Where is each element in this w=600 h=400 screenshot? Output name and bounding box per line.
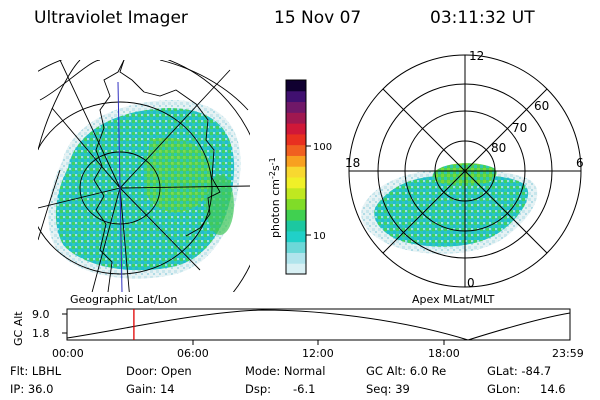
- altitude-ylabel: GC Alt: [12, 311, 25, 346]
- info-mode: Mode: Normal: [245, 364, 326, 378]
- x-tick-label-2359: 23:59: [552, 347, 584, 360]
- latitude-circle-inner: [79, 151, 161, 225]
- left-aurora-band: [206, 175, 234, 235]
- mlat-label-80: 80: [491, 141, 506, 155]
- info-glat: GLat: -84.7: [487, 364, 552, 378]
- colorbar-band: [286, 101, 306, 113]
- right-aurora-field: [374, 174, 529, 247]
- y-tick-label-high: 9.0: [32, 308, 50, 321]
- colorbar: 100 10 photon cm-2s-1: [268, 79, 332, 275]
- info-door: Door: Open: [126, 364, 192, 378]
- meridian-2: [91, 187, 121, 292]
- colorbar-frame: [285, 79, 307, 275]
- altitude-plot: GC Alt 9.0 1.8 00:00 06:00 12:00 18:00 2…: [12, 308, 584, 360]
- coastline-2: [143, 89, 221, 237]
- colorbar-band: [286, 166, 306, 178]
- colorbar-band: [286, 155, 306, 167]
- mlt-label-18: 18: [345, 156, 360, 170]
- longitude-arc-4: [159, 60, 249, 111]
- info-seq: Seq: 39: [366, 382, 410, 396]
- colorbar-band: [286, 133, 306, 146]
- mlt-label-6: 6: [576, 156, 584, 170]
- x-tick-label-0600: 06:00: [177, 347, 209, 360]
- colorbar-band: [286, 177, 306, 189]
- meridian-4: [119, 185, 250, 189]
- colorbar-tick-label-100: 100: [313, 142, 332, 153]
- x-tick-label-1200: 12:00: [302, 347, 334, 360]
- colorbar-band: [286, 252, 306, 264]
- colorbar-band: [286, 123, 306, 135]
- colorbar-band: [286, 144, 306, 156]
- coastline-1: [93, 60, 125, 292]
- mlat-label-60: 60: [534, 99, 549, 113]
- colorbar-title: photon cm-2s-1: [268, 157, 282, 238]
- latitude-circle-mid: [38, 101, 213, 275]
- info-dsp-label: Dsp:: [245, 382, 272, 396]
- satellite-track: [117, 81, 123, 293]
- altitude-curve: [66, 309, 571, 341]
- left-aurora-bright: [144, 137, 213, 213]
- colorbar-band: [286, 112, 306, 124]
- colorbar-band: [286, 209, 306, 221]
- meridian-1: [59, 60, 121, 189]
- colorbar-band: [286, 263, 306, 275]
- coastline-3: [119, 60, 145, 93]
- meridian-3: [119, 187, 130, 292]
- x-tick-label-1800: 18:00: [428, 347, 460, 360]
- header-time: 03:11:32 UT: [430, 8, 535, 28]
- colorbar-band: [286, 80, 306, 92]
- info-ip: IP: 36.0: [10, 382, 54, 396]
- longitude-arc-3: [38, 169, 61, 241]
- app-title: Ultraviolet Imager: [34, 8, 188, 28]
- meridian-7: [119, 69, 231, 189]
- right-panel-caption: Apex MLat/MLT: [412, 293, 495, 306]
- mlt-line-diag-2: [382, 88, 548, 254]
- meridian-5: [38, 187, 121, 209]
- info-glon-value: 14.6: [540, 382, 566, 396]
- polar-plot: 12 18 6 0 60 70 80: [345, 49, 584, 290]
- info-gain: Gain: 14: [126, 382, 175, 396]
- header-date: 15 Nov 07: [274, 8, 362, 28]
- colorbar-band: [286, 187, 306, 200]
- mlt-label-12: 12: [469, 49, 484, 63]
- info-dsp-value: -6.1: [293, 382, 316, 396]
- x-tick-label-0000: 00:00: [52, 347, 84, 360]
- colorbar-band: [286, 220, 306, 232]
- mlt-label-0: 0: [467, 276, 475, 290]
- longitude-arc-2: [38, 60, 81, 151]
- mlat-label-70: 70: [512, 121, 527, 135]
- y-tick-label-low: 1.8: [32, 327, 50, 340]
- colorbar-band: [286, 230, 306, 243]
- geographic-image: [38, 60, 250, 293]
- info-glon-label: GLon:: [487, 382, 521, 396]
- colorbar-band: [286, 241, 306, 253]
- colorbar-band: [286, 90, 306, 103]
- colorbar-tick-label-10: 10: [313, 231, 326, 242]
- info-gc-alt: GC Alt: 6.0 Re: [366, 364, 447, 378]
- info-filter: Flt: LBHL: [10, 364, 62, 378]
- meridian-6: [119, 187, 201, 271]
- colorbar-band: [286, 198, 306, 210]
- longitude-arc-1: [39, 60, 101, 101]
- meridian-8: [51, 107, 121, 189]
- left-panel-caption: Geographic Lat/Lon: [70, 293, 177, 306]
